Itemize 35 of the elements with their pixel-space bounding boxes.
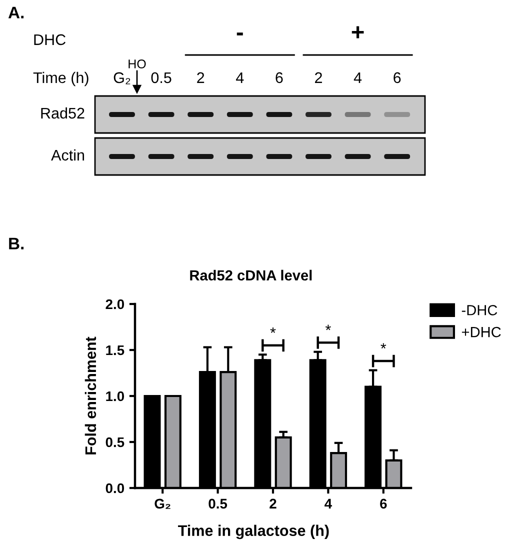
- x-tick-label: G₂: [154, 498, 170, 509]
- y-tick-label: 1.5: [106, 345, 124, 356]
- annotation: *: [270, 328, 276, 333]
- legend-label: +DHC: [462, 326, 501, 338]
- y-tick-label: 2.0: [106, 299, 124, 310]
- annotation: *: [380, 343, 386, 349]
- text: Time (h): [33, 72, 88, 86]
- text: +: [352, 26, 364, 38]
- text: A.: [8, 6, 24, 18]
- x-tick-label: 6: [380, 498, 387, 509]
- annotation: *: [325, 324, 331, 330]
- y-tick-label: 1.0: [106, 391, 124, 402]
- legend-label: -DHC: [462, 304, 498, 316]
- category-label: 6: [394, 72, 401, 84]
- text: B.: [9, 238, 24, 250]
- category-label: 2: [315, 72, 322, 83]
- x-tick-label: 0.5: [208, 498, 228, 509]
- y-tick-label: 0.5: [106, 437, 124, 448]
- x-tick-label: 4: [324, 498, 332, 508]
- text: -: [236, 32, 243, 36]
- category-label: 6: [276, 72, 283, 84]
- category-label: 4: [354, 72, 362, 83]
- category-label: 2: [197, 72, 204, 83]
- category-label: Actin: [51, 149, 84, 161]
- category-label: 4: [236, 72, 244, 83]
- x-axis-title: Time in galactose (h): [178, 524, 329, 540]
- category-label: G₂: [114, 72, 130, 84]
- chart-title: Rad52 cDNA level: [190, 270, 312, 281]
- text: DHC: [34, 34, 66, 46]
- category-label: Rad52: [41, 107, 84, 119]
- x-tick-label: 2: [270, 498, 276, 508]
- text: HO: [128, 60, 146, 68]
- category-label: 0.5: [151, 72, 172, 84]
- y-tick-label: 0.0: [106, 483, 124, 494]
- y-axis-title: Fold enrichment: [84, 336, 96, 454]
